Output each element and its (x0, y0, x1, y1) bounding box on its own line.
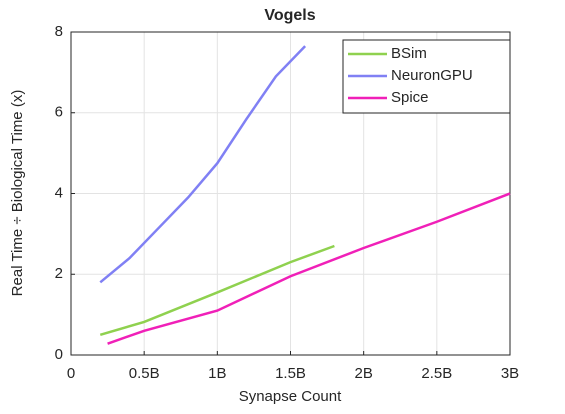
y-tick-label: 8 (55, 23, 63, 40)
y-tick-label: 2 (55, 265, 63, 282)
series-line (99, 45, 307, 284)
series-line (107, 192, 511, 345)
series-line (99, 244, 335, 337)
x-tick-label: 1.5B (275, 365, 306, 382)
legend-label: NeuronGPU (391, 67, 473, 84)
x-tick-label: 0.5B (129, 365, 160, 382)
x-tick-label: 2B (354, 365, 372, 382)
legend-label: BSim (391, 45, 427, 62)
x-tick-label: 2.5B (421, 365, 452, 382)
y-axis-label: Real Time ÷ Biological Time (x) (9, 90, 26, 297)
y-tick-label: 4 (55, 184, 63, 201)
x-tick-label: 0 (67, 365, 75, 382)
y-tick-label: 6 (55, 104, 63, 121)
x-axis-label: Synapse Count (239, 388, 342, 405)
x-tick-label: 3B (501, 365, 519, 382)
legend-label: Spice (391, 89, 429, 106)
y-tick-label: 0 (55, 346, 63, 363)
x-tick-label: 1B (208, 365, 226, 382)
chart-title: Vogels (264, 7, 315, 24)
